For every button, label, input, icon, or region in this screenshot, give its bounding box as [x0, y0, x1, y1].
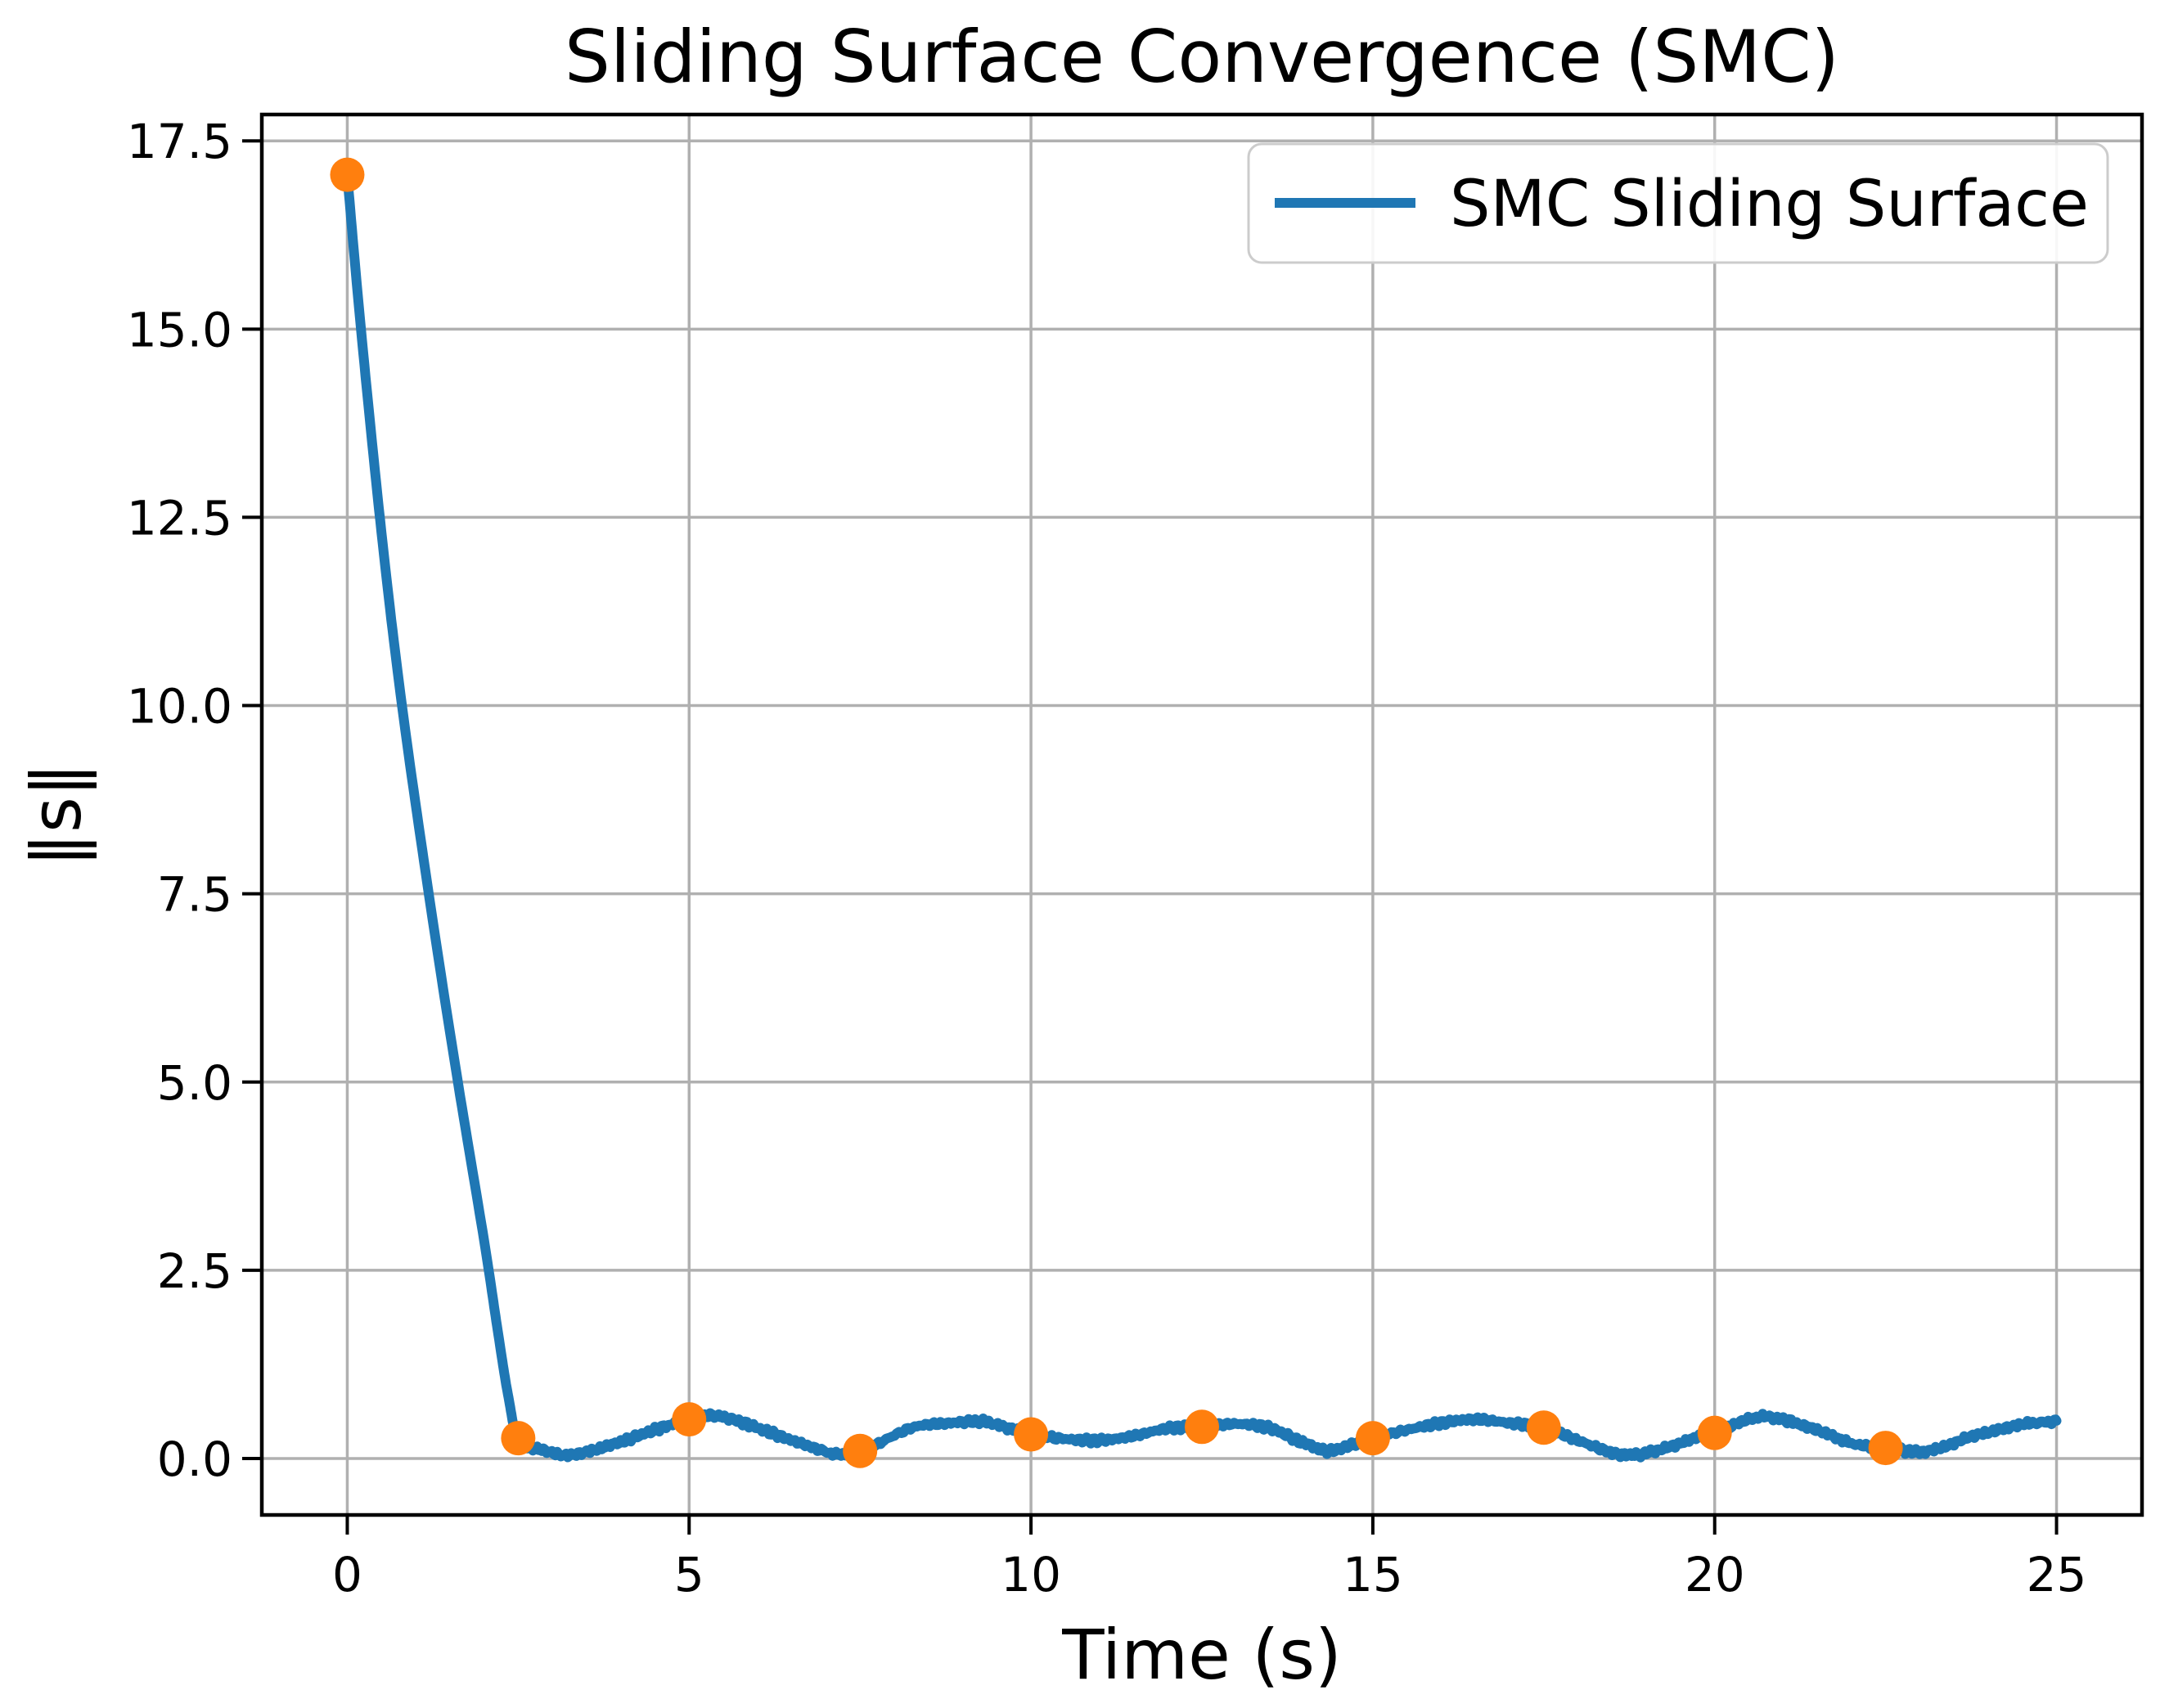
sample-marker: [672, 1402, 707, 1437]
legend-box: [1247, 142, 2109, 264]
y-tick-label: 10.0: [127, 679, 232, 735]
x-tick-label: 25: [2027, 1547, 2087, 1602]
sample-marker: [1014, 1417, 1049, 1452]
legend-label: SMC Sliding Surface: [1450, 168, 2089, 241]
sample-marker: [843, 1433, 878, 1468]
sample-marker: [1526, 1410, 1561, 1445]
plot-background: [262, 115, 2142, 1515]
gridlines: [262, 115, 2142, 1515]
sample-marker: [1697, 1415, 1732, 1450]
y-axis-ticks: 0.0 2.5 5.0 7.5 10.0 12.5 15.0 17.5: [127, 114, 262, 1487]
x-tick-label: 10: [1001, 1547, 1061, 1602]
x-tick-label: 0: [332, 1547, 362, 1602]
y-tick-label: 15.0: [127, 302, 232, 357]
sample-marker: [1355, 1421, 1390, 1456]
x-tick-label: 20: [1685, 1547, 1745, 1602]
sample-marker: [1868, 1431, 1903, 1466]
y-tick-label: 5.0: [157, 1055, 232, 1111]
y-tick-label: 12.5: [127, 490, 232, 546]
x-axis-label: Time (s): [1061, 1615, 1342, 1695]
sample-marker: [1185, 1409, 1219, 1445]
y-tick-label: 0.0: [157, 1432, 232, 1487]
x-tick-label: 15: [1343, 1547, 1403, 1602]
sample-markers: [330, 157, 1903, 1468]
y-axis-label: ‖s‖: [16, 762, 97, 867]
x-tick-label: 5: [674, 1547, 704, 1602]
y-tick-label: 7.5: [157, 867, 232, 923]
sample-marker: [330, 157, 365, 192]
x-axis-ticks: 0 5 10 15 20 25: [332, 1515, 2086, 1602]
legend: SMC Sliding Surface: [1247, 142, 2109, 264]
y-tick-label: 17.5: [127, 114, 232, 169]
smc-sliding-surface-line: [342, 169, 2062, 1463]
sample-marker: [501, 1421, 536, 1456]
y-tick-label: 2.5: [157, 1243, 232, 1299]
plot-border: [259, 112, 2144, 1517]
chart-title: Sliding Surface Convergence (SMC): [565, 15, 1839, 99]
